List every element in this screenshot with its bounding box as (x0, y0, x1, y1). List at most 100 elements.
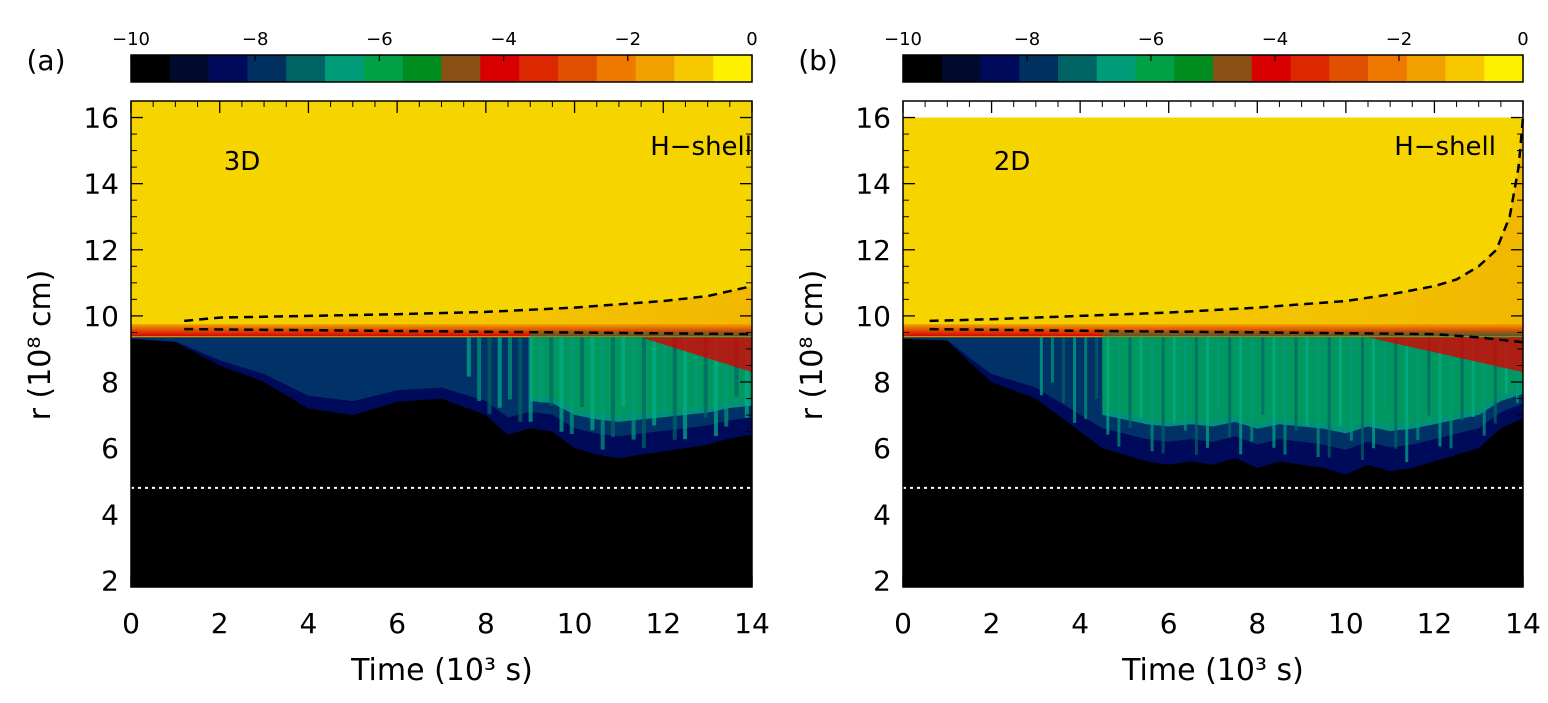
colorbar-tick-label: −4 (490, 29, 517, 50)
colorbar-swatch (1019, 55, 1059, 82)
y-tick-label: 12 (83, 234, 119, 267)
colorbar-swatch (325, 55, 365, 82)
y-tick-label: 16 (83, 102, 119, 135)
colorbar-swatch (1329, 55, 1369, 82)
colorbar-a: −10 −8 −6 −4 −2 0 (112, 29, 758, 83)
colorbar-b: −10 −8 −6 −4 −2 0 (884, 29, 1529, 83)
colorbar-swatch (1368, 55, 1408, 82)
shell-glow (929, 117, 1523, 333)
colorbar-tick-label: −6 (1138, 29, 1165, 50)
colorbar-swatch (1174, 55, 1214, 82)
y-tick-label: 4 (101, 498, 119, 531)
y-tick-label: 6 (873, 432, 891, 465)
colorbar-swatch (1406, 55, 1447, 82)
x-tick-label: 4 (300, 607, 318, 640)
x-axis-label-b: Time (10³ s) (1121, 653, 1304, 688)
x-tick-label: 6 (1160, 607, 1178, 640)
colorbar-frame (130, 54, 753, 83)
colorbar-tick-label: −8 (1014, 29, 1041, 50)
colorbar-tick-label: 0 (746, 29, 757, 50)
colorbar-swatch (713, 55, 753, 82)
x-tick-label: 10 (557, 607, 593, 640)
x-tick-label: 6 (388, 607, 406, 640)
colorbar-frame (902, 54, 1524, 83)
colorbar-tick-label: −4 (1262, 29, 1289, 50)
colorbar-swatch (1058, 55, 1098, 82)
late-red-mixing (1368, 337, 1523, 373)
colorbar-tick-label: −2 (615, 29, 642, 50)
in-plot-label-2d: 2D (994, 147, 1031, 177)
dashed-lower-boundary (184, 327, 753, 336)
colorbar-swatch (286, 55, 326, 82)
y-axis-label-b: r (10⁸ cm) (795, 270, 830, 421)
colorbar-swatch (208, 55, 249, 82)
colorbar-tick-label: −10 (112, 29, 150, 50)
colorbar-swatch (247, 55, 287, 82)
y-tick-label: 4 (873, 498, 891, 531)
late-red-mixing (641, 337, 752, 373)
colorbar-swatch (131, 55, 171, 82)
y-tick-label: 6 (101, 432, 119, 465)
heatmap (131, 101, 752, 587)
colorbar-swatch (980, 55, 1020, 82)
y-tick-label: 2 (873, 564, 891, 597)
colorbar-tick-label: −8 (242, 29, 269, 50)
colorbar-swatch (903, 55, 943, 82)
colorbar-swatch (441, 55, 481, 82)
colorbar-swatch (480, 55, 520, 82)
colorbar-swatch (169, 55, 210, 82)
x-tick-label: 14 (1505, 607, 1541, 640)
colorbar-tick-label: 0 (1517, 29, 1528, 50)
in-plot-label-hshell-b: H−shell (1394, 132, 1496, 162)
x-tick-label: 12 (645, 607, 681, 640)
x-tick-label: 2 (211, 607, 229, 640)
x-tick-label: 0 (122, 607, 140, 640)
y-tick-label: 10 (83, 300, 119, 333)
colorbar-swatch (363, 55, 404, 82)
x-axis-label-a: Time (10³ s) (350, 653, 533, 688)
colorbar-swatch (674, 55, 714, 82)
x-tick-label: 4 (1071, 607, 1089, 640)
x-tick-label: 8 (477, 607, 495, 640)
panel-label-a: (a) (26, 44, 65, 77)
colorbar-swatch (402, 55, 443, 82)
panel-label-b: (b) (798, 44, 838, 77)
dashed-upper-boundary (929, 117, 1525, 323)
y-tick-label: 14 (83, 168, 119, 201)
y-tick-label: 16 (855, 102, 891, 135)
panel-b: (b) −10 −8 −6 −4 −2 0 0 2 4 6 8 10 12 14246810121416… (795, 29, 1541, 688)
colorbar-swatch (596, 55, 637, 82)
x-tick-label: 14 (734, 607, 770, 640)
colorbar-swatch (519, 55, 559, 82)
heatmap (903, 101, 1523, 587)
x-tick-label: 8 (1248, 607, 1266, 640)
x-tick-label: 2 (983, 607, 1001, 640)
colorbar-tick-label: −2 (1386, 29, 1413, 50)
y-tick-label: 14 (855, 168, 891, 201)
y-tick-label: 2 (101, 564, 119, 597)
y-tick-label: 8 (873, 366, 891, 399)
colorbar-swatch (557, 55, 598, 82)
y-tick-label: 12 (855, 234, 891, 267)
in-plot-label-hshell-a: H−shell (650, 132, 752, 162)
colorbar-swatch (1484, 55, 1524, 82)
colorbar-swatch (1251, 55, 1292, 82)
colorbar-swatch (1290, 55, 1330, 82)
y-tick-label: 8 (101, 366, 119, 399)
colorbar-swatch (1096, 55, 1137, 82)
y-axis-label-a: r (10⁸ cm) (23, 270, 58, 421)
x-tick-label: 0 (894, 607, 912, 640)
dashed-upper-boundary (184, 284, 753, 323)
x-tick-label: 10 (1328, 607, 1364, 640)
colorbar-swatch (1135, 55, 1175, 82)
colorbar-swatch (941, 55, 982, 82)
x-tick-label: 12 (1417, 607, 1453, 640)
colorbar-tick-label: −6 (366, 29, 393, 50)
shell-glow (184, 286, 752, 333)
y-tick-label: 10 (855, 300, 891, 333)
colorbar-swatch (635, 55, 675, 82)
